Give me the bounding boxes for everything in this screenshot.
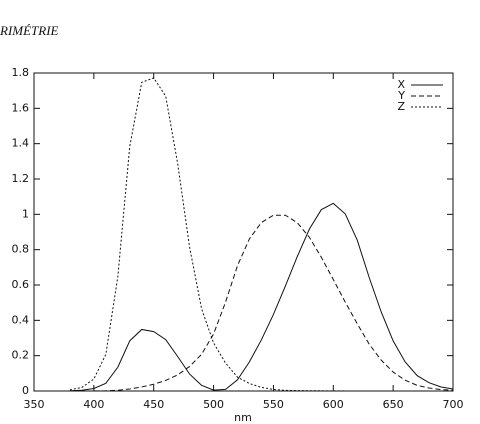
x-tick-label: 450 [143,398,164,411]
x-tick-label: 650 [383,398,404,411]
y-tick-label: 1.4 [12,137,30,150]
y-tick-label: 0.8 [12,243,30,256]
x-tick-label: 550 [263,398,284,411]
series-line [69,202,454,392]
y-tick-label: 1 [22,207,29,220]
series-line [69,77,453,392]
legend-label: Y [397,89,405,102]
x-tick-label: 500 [203,398,224,411]
legend-label: X [397,78,405,91]
chart-title: RIMÉTRIE [0,23,59,38]
x-tick-label: 350 [24,398,45,411]
y-tick-label: 1.8 [12,66,30,79]
x-tick-label: 600 [323,398,344,411]
y-tick-label: 0.4 [12,313,30,326]
y-tick-label: 1.2 [12,172,30,185]
y-tick-label: 0.6 [12,278,30,291]
plot-frame [33,72,454,392]
legend-label: Z [397,100,405,113]
x-tick-label: 700 [443,398,464,411]
x-axis-label: nm [234,411,252,424]
y-tick-label: 0.2 [12,349,30,362]
series-line [69,214,454,392]
x-tick-label: 400 [83,398,104,411]
y-tick-label: 0 [22,384,29,397]
y-tick-label: 1.6 [12,101,30,114]
